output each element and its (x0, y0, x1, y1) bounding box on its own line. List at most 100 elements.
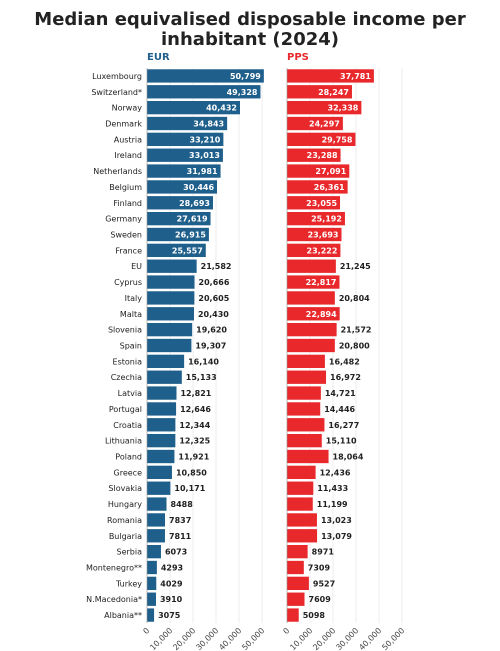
bar-pps (287, 370, 327, 384)
category-label: Latvia (118, 389, 142, 398)
bar-pps (287, 275, 340, 289)
data-label: 18,064 (333, 453, 364, 462)
bar-pps (287, 132, 356, 147)
data-label: 33,210 (190, 135, 221, 144)
bar-pps (287, 465, 316, 480)
data-label: 22,817 (306, 278, 337, 287)
data-label: 25,192 (311, 215, 342, 224)
category-label: Serbia (117, 548, 143, 557)
data-label: 49,328 (227, 88, 258, 97)
bar-eur (147, 338, 192, 353)
data-label: 26,915 (175, 231, 206, 240)
bar-eur (147, 608, 155, 622)
data-label: 8488 (171, 500, 194, 509)
category-label: Spain (120, 342, 142, 351)
bar-pps (287, 322, 337, 337)
data-label: 28,247 (318, 88, 349, 97)
tick-label: 40,000 (357, 626, 383, 651)
category-label: Czechia (111, 373, 142, 382)
bar-eur (147, 370, 182, 384)
data-label: 40,432 (206, 104, 237, 113)
category-label: Lithuania (105, 437, 142, 446)
data-label: 20,800 (339, 342, 370, 351)
bar-eur (147, 227, 209, 242)
bar-eur (147, 243, 206, 258)
category-label: Cyprus (114, 278, 142, 287)
bar-eur (147, 322, 193, 337)
bar-pps (287, 211, 345, 226)
data-label: 30,446 (183, 183, 214, 192)
data-label: 16,277 (328, 421, 359, 430)
category-label: Estonia (113, 357, 143, 366)
tick-label: 30,000 (334, 626, 360, 651)
data-label: 32,338 (328, 104, 359, 113)
bar-pps (287, 85, 352, 99)
data-label: 50,799 (230, 72, 261, 81)
category-label: Switzerland* (91, 88, 142, 97)
category-label: Belgium (109, 183, 142, 192)
bar-eur (147, 513, 166, 527)
category-label: Slovenia (108, 326, 142, 335)
bar-eur (147, 196, 213, 210)
data-label: 13,023 (321, 516, 352, 525)
data-label: 12,436 (320, 468, 351, 477)
data-label: 22,894 (306, 310, 337, 319)
bar-pps (287, 481, 314, 495)
bar-pps (287, 608, 299, 622)
category-label: Denmark (105, 120, 142, 129)
bar-eur (147, 211, 211, 226)
data-label: 14,721 (325, 389, 356, 398)
category-label: Slovakia (108, 484, 142, 493)
tick-label: 40,000 (217, 626, 243, 651)
bar-pps (287, 544, 308, 559)
data-label: 23,693 (308, 231, 339, 240)
data-label: 23,222 (307, 246, 338, 255)
data-label: 21,245 (340, 262, 371, 271)
bar-pps (287, 513, 317, 527)
data-label: 11,921 (178, 453, 209, 462)
data-label: 12,325 (179, 437, 210, 446)
bar-eur (147, 418, 176, 432)
bar-eur (147, 307, 194, 321)
bar-eur (147, 497, 167, 511)
tick-label: 20,000 (171, 626, 197, 651)
data-label: 13,079 (321, 532, 352, 541)
category-label: EU (131, 262, 142, 271)
data-label: 11,199 (317, 500, 348, 509)
bar-eur (147, 275, 195, 289)
bar-eur (147, 100, 240, 115)
bar-pps (287, 449, 329, 464)
data-label: 16,140 (188, 357, 219, 366)
data-label: 24,297 (309, 120, 340, 129)
category-label: Malta (120, 310, 142, 319)
bar-eur (147, 402, 177, 416)
tick-label: 50,000 (380, 626, 406, 651)
bar-eur (147, 180, 218, 194)
bar-pps (287, 418, 325, 432)
data-label: 6073 (165, 548, 187, 557)
tick-label: 0 (281, 626, 291, 636)
bar-eur (147, 560, 157, 575)
category-label: Netherlands (93, 167, 142, 176)
bar-eur (147, 592, 156, 606)
data-label: 4029 (160, 579, 183, 588)
data-label: 20,605 (198, 294, 229, 303)
bar-pps (287, 592, 305, 606)
data-label: 27,619 (177, 215, 208, 224)
data-label: 37,781 (340, 72, 371, 81)
bar-pps (287, 307, 340, 321)
category-label: Poland (115, 453, 142, 462)
data-label: 4293 (161, 564, 183, 573)
data-label: 29,758 (322, 135, 353, 144)
bar-pps (287, 148, 341, 162)
bar-eur (147, 465, 172, 480)
panel-title-eur: EUR (147, 52, 170, 63)
data-label: 16,972 (330, 373, 361, 382)
bar-eur (147, 386, 177, 400)
data-label: 34,843 (193, 120, 224, 129)
bar-pps (287, 100, 362, 115)
data-label: 7309 (308, 564, 331, 573)
bar-eur (147, 164, 221, 178)
data-label: 20,666 (199, 278, 230, 287)
